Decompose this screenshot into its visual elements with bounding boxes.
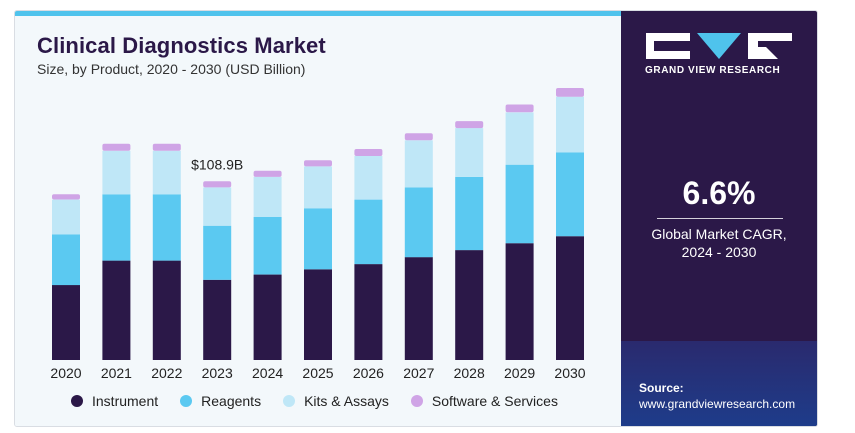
bar-2029-software	[505, 104, 534, 113]
bar-2021-instrument	[102, 260, 131, 360]
cagr-label-line1: Global Market CAGR,	[651, 226, 787, 242]
x-tick-label: 2020	[50, 365, 81, 381]
source-label: Source:	[639, 381, 684, 395]
bar-2025-software	[304, 160, 332, 167]
legend-label: Instrument	[92, 393, 159, 409]
x-tick-label: 2027	[403, 365, 434, 381]
bar-2026-software	[354, 149, 383, 156]
gvr-logo-icon	[646, 33, 792, 59]
legend-item-instrument: Instrument	[71, 393, 158, 409]
bar-2020-software	[52, 194, 80, 200]
source-band	[621, 341, 817, 426]
legend-item-kits: Kits & Assays	[283, 393, 389, 409]
legend-label: Software & Services	[431, 393, 558, 409]
bar-2025-reagents	[304, 208, 332, 270]
bar-2026-instrument	[354, 264, 383, 360]
bar-2020-reagents	[52, 234, 80, 286]
bar-2027-instrument	[404, 257, 433, 360]
accent-bar	[15, 11, 621, 16]
legend-swatch	[71, 395, 83, 407]
x-tick-label: 2024	[252, 365, 283, 381]
bar-2025-instrument	[304, 269, 332, 360]
bar-2029-instrument	[505, 243, 534, 360]
cagr-label: Global Market CAGR, 2024 - 2030	[621, 225, 817, 261]
bar-2021-kits	[102, 150, 131, 195]
bar-2020-instrument	[52, 285, 80, 360]
bar-2027-kits	[404, 140, 433, 188]
chart-panel: Clinical Diagnostics Market Size, by Pro…	[15, 11, 621, 426]
legend-swatch	[410, 395, 423, 407]
bar-2021-software	[102, 143, 131, 151]
chart-title: Clinical Diagnostics Market	[37, 33, 326, 58]
legend-label: Reagents	[201, 393, 262, 409]
bar-2026-reagents	[354, 199, 383, 265]
bar-2030-reagents	[556, 152, 584, 237]
bar-2024-instrument	[253, 274, 282, 360]
bar-2030-instrument	[556, 236, 584, 360]
x-tick-label: 2021	[101, 365, 132, 381]
x-tick-label: 2026	[353, 365, 384, 381]
brand-name: GRAND VIEW RESEARCH	[645, 65, 781, 76]
source-link[interactable]: www.grandviewresearch.com	[639, 397, 796, 411]
bar-2028-kits	[455, 128, 484, 177]
bar-2023-instrument	[203, 279, 232, 360]
bar-2029-reagents	[505, 164, 534, 244]
bar-2023-software	[203, 181, 232, 188]
bar-2022-kits	[152, 150, 181, 195]
cagr-label-line2: 2024 - 2030	[681, 244, 757, 260]
x-tick-label: 2023	[202, 365, 233, 381]
bar-2022-reagents	[152, 194, 181, 261]
chart-legend: Instrument Reagents Kits & Assays Software …	[71, 393, 580, 409]
legend-swatch	[180, 395, 193, 407]
stacked-bar-chart: 2020 2021 2022 $108.9B 2023 2024 2025 2026 2027 2…	[50, 88, 586, 381]
cagr-value: 6.6%	[682, 175, 756, 211]
bar-2020-kits	[52, 199, 80, 235]
bar-2027-reagents	[404, 187, 433, 258]
bar-2027-software	[404, 133, 433, 141]
bar-2025-kits	[304, 166, 332, 209]
x-tick-label: 2030	[554, 365, 585, 381]
bar-2029-kits	[505, 112, 534, 165]
bar-2024-kits	[253, 176, 282, 217]
chart-subtitle: Size, by Product, 2020 - 2030 (USD Billi…	[37, 61, 306, 77]
bar-2024-reagents	[253, 217, 282, 275]
legend-item-reagents: Reagents	[180, 393, 261, 409]
bar-2022-software	[152, 143, 181, 151]
x-tick-label: 2028	[454, 365, 485, 381]
bar-2028-reagents	[455, 176, 484, 251]
bar-2023-kits	[203, 187, 232, 226]
legend-swatch	[283, 395, 296, 407]
bar-2023-reagents	[203, 225, 232, 280]
cagr-divider	[657, 218, 783, 219]
bar-2026-kits	[354, 156, 383, 200]
x-tick-label: 2022	[151, 365, 182, 381]
x-tick-label: 2029	[504, 365, 535, 381]
bar-2028-software	[455, 121, 484, 129]
legend-label: Kits & Assays	[304, 393, 389, 409]
bar-2024-software	[253, 170, 282, 177]
bar-2021-reagents	[102, 194, 131, 261]
infographic-card: Clinical Diagnostics Market Size, by Pro…	[14, 10, 818, 427]
bar-2028-instrument	[455, 250, 484, 360]
legend-item-software: Software & Services	[410, 393, 558, 409]
x-tick-label: 2025	[302, 365, 333, 381]
info-panel: GRAND VIEW RESEARCH 6.6% Global Market C…	[621, 11, 817, 426]
bar-2022-instrument	[152, 260, 181, 360]
bar-2030-software	[556, 88, 584, 97]
bar-annotation: $108.9B	[191, 156, 243, 172]
bar-2030-kits	[556, 96, 584, 153]
